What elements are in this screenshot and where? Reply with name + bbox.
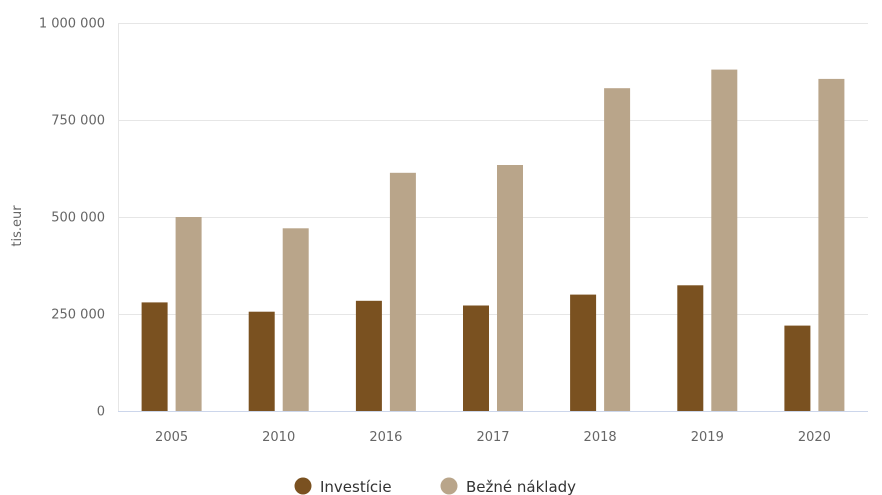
bar-investicie[interactable] xyxy=(355,300,382,411)
bar-bezne-naklady[interactable] xyxy=(497,165,523,411)
legend-label: Bežné náklady xyxy=(466,478,576,495)
x-tick-label: 2018 xyxy=(584,430,617,445)
y-axis-title: tis.eur xyxy=(10,205,25,247)
bar-investicie[interactable] xyxy=(463,305,489,412)
bar-bezne-naklady[interactable] xyxy=(818,78,845,412)
x-tick-label: 2005 xyxy=(155,430,188,445)
bar-bezne-naklady[interactable] xyxy=(604,88,631,411)
bar-bezne-naklady[interactable] xyxy=(389,172,416,411)
legend-label: Investície xyxy=(320,478,392,495)
y-tick-label: 750 000 xyxy=(51,114,105,129)
x-tick-label: 2016 xyxy=(369,430,402,445)
bar-investicie[interactable] xyxy=(677,285,704,411)
x-tick-label: 2019 xyxy=(691,430,724,445)
legend[interactable]: Investície Bežné náklady xyxy=(294,477,577,495)
y-tick-label: 0 xyxy=(97,405,105,420)
legend-marker xyxy=(294,477,312,495)
x-tick-label: 2017 xyxy=(476,430,509,445)
bar-bezne-naklady[interactable] xyxy=(175,217,202,411)
bar-investicie[interactable] xyxy=(784,325,811,411)
legend-item-bezne-naklady[interactable]: Bežné náklady xyxy=(440,477,577,495)
x-tick-label: 2020 xyxy=(798,430,831,445)
y-tick-label: 500 000 xyxy=(51,211,105,226)
bar-bezne-naklady[interactable] xyxy=(282,228,309,411)
bar-investicie[interactable] xyxy=(570,294,597,411)
y-tick-label: 1 000 000 xyxy=(39,17,105,32)
bar-bezne-naklady[interactable] xyxy=(711,69,738,411)
x-tick-label: 2010 xyxy=(262,430,295,445)
bar-investicie[interactable] xyxy=(248,311,275,411)
axes: 0 250 000 500 000 750 000 1 000 000 2005 2010 2… xyxy=(39,17,868,445)
gridlines xyxy=(118,23,868,315)
legend-item-investicie[interactable]: Investície xyxy=(294,477,392,495)
bar-investicie[interactable] xyxy=(141,302,168,411)
y-tick-label: 250 000 xyxy=(51,308,105,323)
bars xyxy=(141,69,845,412)
legend-marker xyxy=(440,477,458,495)
